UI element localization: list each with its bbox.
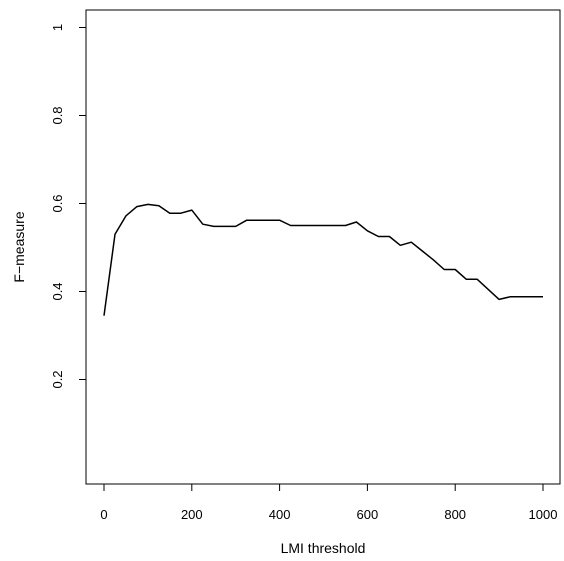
x-axis: 0 200 400 600 800 1000 xyxy=(100,483,558,522)
y-tick-label: 0.8 xyxy=(50,106,65,124)
plot-frame xyxy=(85,9,561,485)
x-tick-label: 400 xyxy=(269,507,291,522)
series-line xyxy=(103,203,543,316)
x-tick-label: 200 xyxy=(181,507,203,522)
y-axis: 0.2 0.4 0.6 0.8 1 xyxy=(50,24,87,389)
x-tick-label: 600 xyxy=(357,507,379,522)
y-tick-label: 0.2 xyxy=(50,370,65,388)
y-axis-title: F−measure xyxy=(11,211,27,282)
x-tick-label: 800 xyxy=(444,507,466,522)
y-tick-label: 1 xyxy=(50,24,65,31)
x-axis-title: LMI threshold xyxy=(281,540,366,556)
x-tick-label: 0 xyxy=(100,507,107,522)
x-tick-label: 1000 xyxy=(529,507,558,522)
y-tick-label: 0.6 xyxy=(50,194,65,212)
y-tick-label: 0.4 xyxy=(50,282,65,300)
